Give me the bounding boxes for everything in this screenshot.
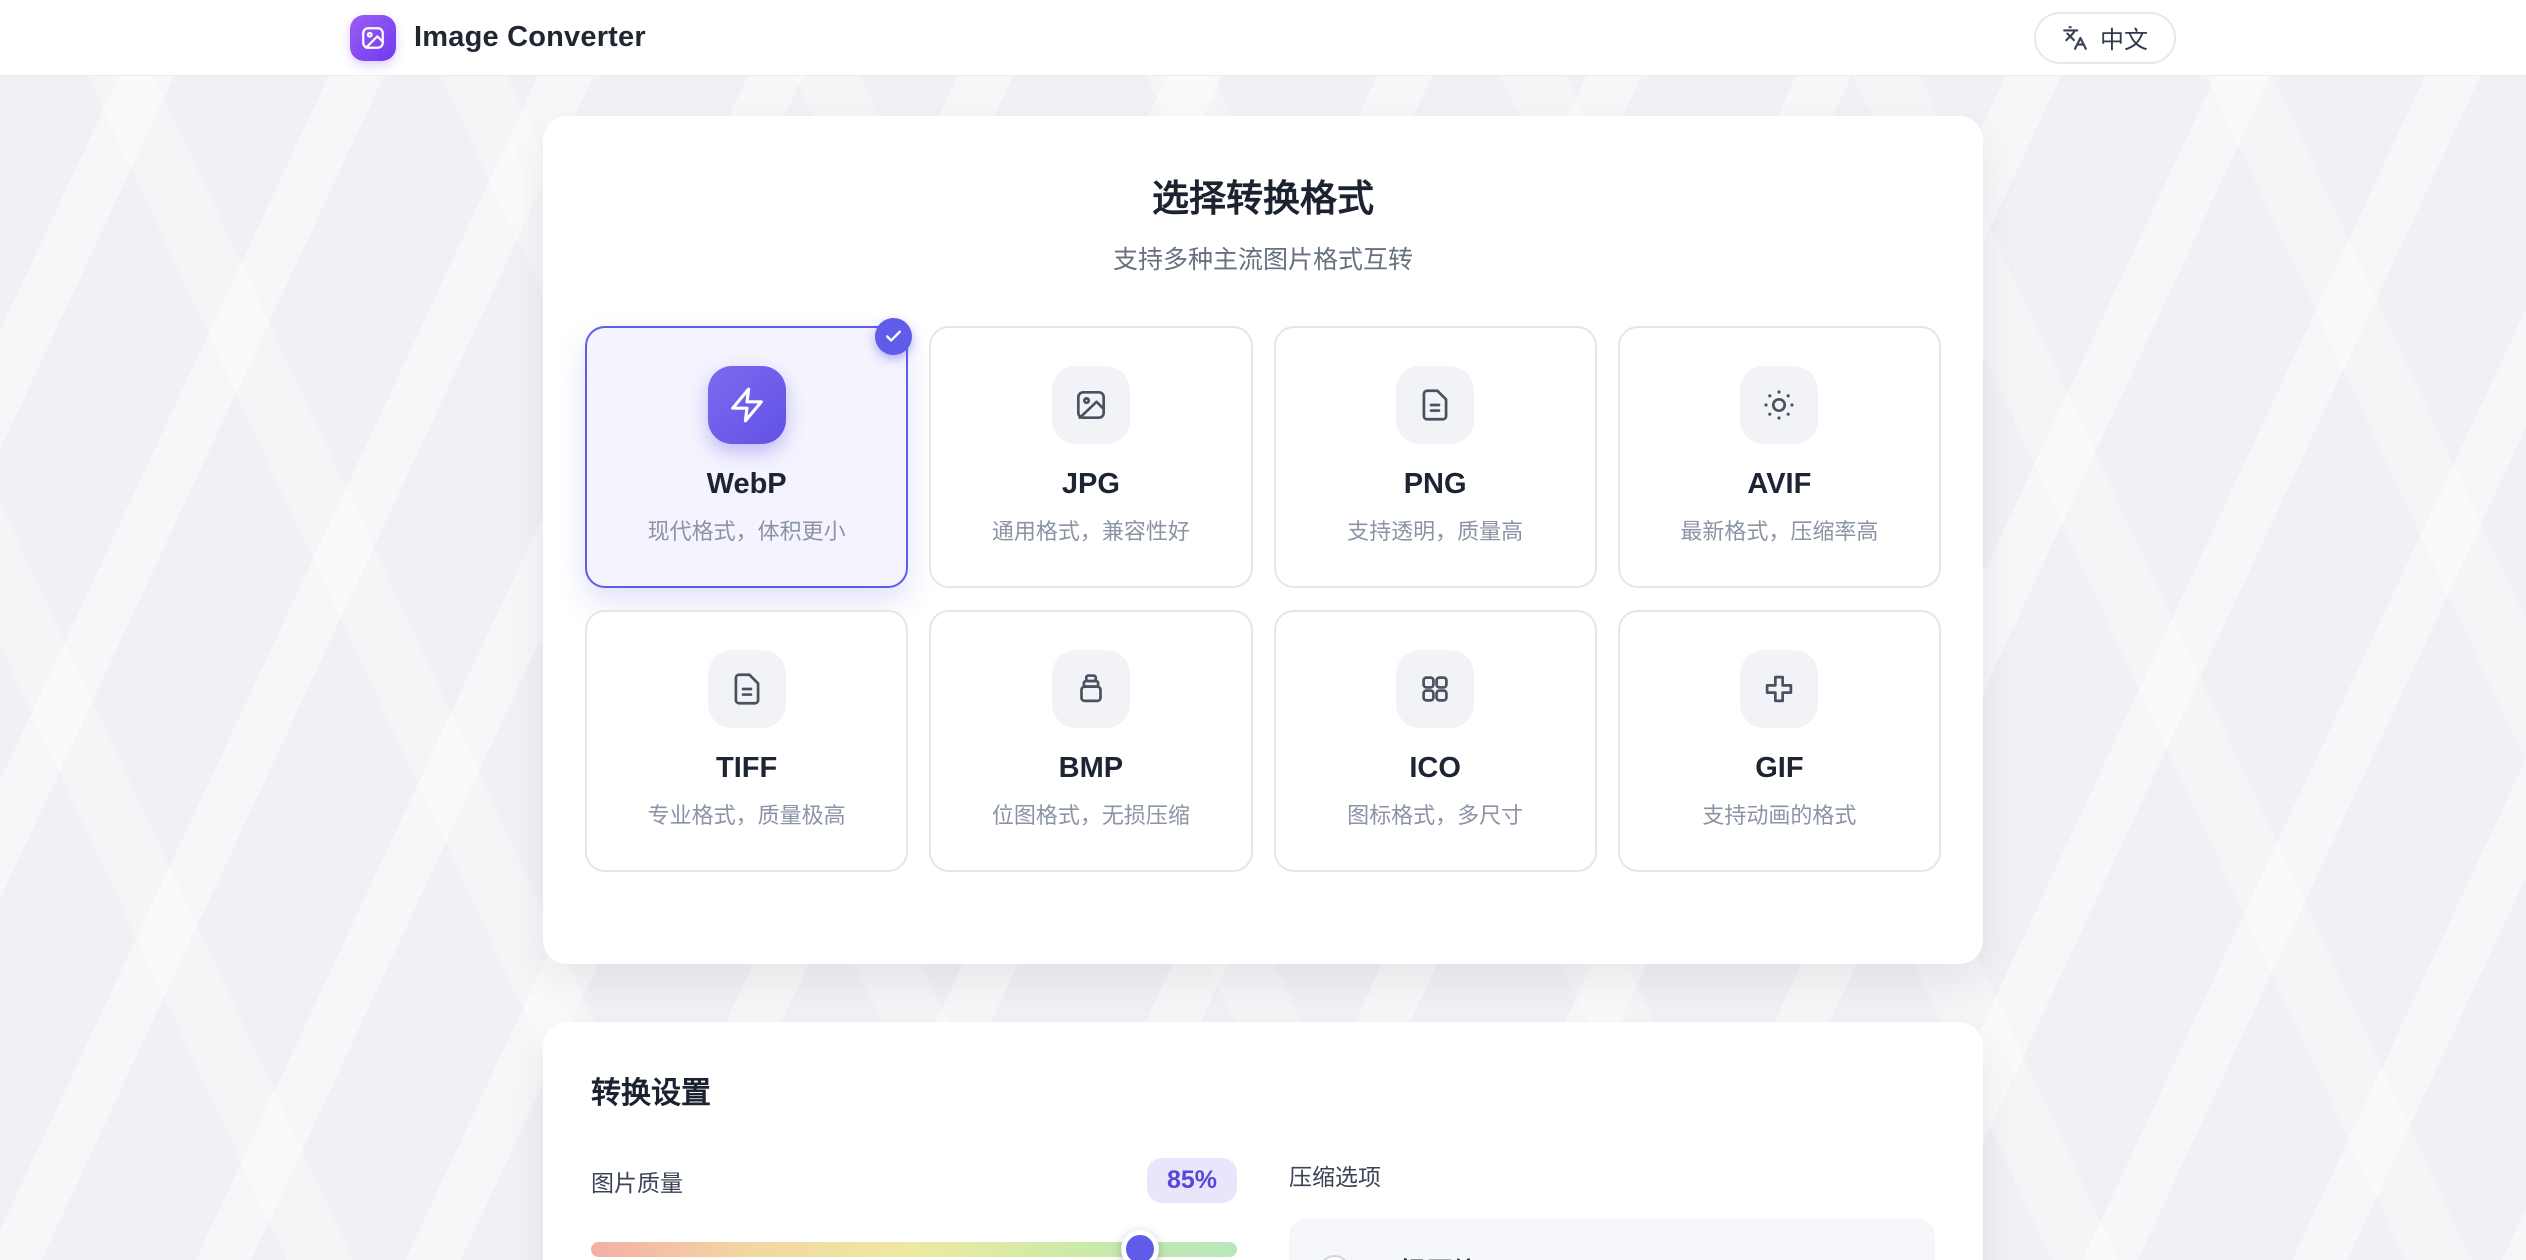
zap-icon: [707, 366, 786, 444]
format-description: 通用格式，兼容性好: [991, 519, 1190, 544]
language-label: 中文: [2100, 27, 2148, 54]
slider-thumb[interactable]: [1121, 1230, 1160, 1260]
grid-icon: [1396, 650, 1475, 728]
format-card-ico[interactable]: ICO 图标格式，多尺寸: [1273, 610, 1597, 872]
format-name: JPG: [1061, 468, 1120, 500]
format-description: 支持动画的格式: [1702, 803, 1857, 828]
format-name: ICO: [1409, 752, 1461, 784]
format-card-bmp[interactable]: BMP 位图格式，无损压缩: [929, 610, 1253, 872]
sparkle-icon: [1740, 366, 1819, 444]
app-header: Image Converter 中文: [0, 0, 2526, 76]
format-card-webp[interactable]: WebP 现代格式，体积更小: [585, 318, 913, 588]
format-name: PNG: [1403, 468, 1467, 500]
plus-icon: [1740, 650, 1819, 728]
format-description: 图标格式，多尺寸: [1347, 803, 1524, 828]
slider-track[interactable]: [591, 1242, 1237, 1257]
app-logo-icon: [350, 14, 396, 61]
conversion-settings-card: 转换设置 图片质量 85% 较小文件 平衡质量 最高质量 压缩选项: [543, 1022, 1983, 1260]
format-name: AVIF: [1747, 468, 1812, 500]
radio-button[interactable]: [1319, 1255, 1350, 1260]
translate-icon: [2063, 25, 2087, 50]
quality-value-badge: 85%: [1146, 1158, 1237, 1203]
settings-title: 转换设置: [591, 1077, 711, 1110]
format-name: BMP: [1058, 752, 1124, 784]
compression-label: 压缩选项: [1289, 1164, 1381, 1190]
compression-column: 压缩选项 无损压缩 保持完全的图片质量，文件稍大: [1289, 1158, 1935, 1260]
format-card-png[interactable]: PNG 支持透明，质量高: [1273, 326, 1597, 588]
page-title: 选择转换格式: [1152, 178, 1374, 219]
quality-label: 图片质量: [591, 1169, 683, 1196]
check-icon: [875, 318, 913, 355]
quality-slider[interactable]: [591, 1229, 1237, 1260]
app-title: Image Converter: [414, 21, 646, 53]
format-name: TIFF: [716, 752, 778, 784]
format-selection-card: 选择转换格式 支持多种主流图片格式互转 WebP 现代格式，体积更小 JPG 通…: [543, 116, 1983, 964]
page-subtitle: 支持多种主流图片格式互转: [1112, 246, 1413, 274]
format-description: 现代格式，体积更小: [647, 519, 846, 544]
language-button[interactable]: 中文: [2034, 11, 2176, 64]
format-description: 位图格式，无损压缩: [991, 803, 1190, 828]
format-card-tiff[interactable]: TIFF 专业格式，质量极高: [585, 610, 909, 872]
brand: Image Converter: [350, 14, 646, 61]
option-lossless-compression[interactable]: 无损压缩 保持完全的图片质量，文件稍大: [1289, 1218, 1935, 1260]
format-description: 支持透明，质量高: [1347, 519, 1524, 544]
quality-column: 图片质量 85% 较小文件 平衡质量 最高质量: [591, 1158, 1237, 1260]
format-card-gif[interactable]: GIF 支持动画的格式: [1617, 610, 1941, 872]
format-name: WebP: [706, 468, 787, 500]
file-icon: [707, 650, 786, 728]
format-card-jpg[interactable]: JPG 通用格式，兼容性好: [929, 326, 1253, 588]
format-name: GIF: [1755, 752, 1804, 784]
file-icon: [1396, 366, 1475, 444]
option-title: 无损压缩: [1374, 1252, 1682, 1260]
image-icon: [1051, 366, 1130, 444]
format-grid: WebP 现代格式，体积更小 JPG 通用格式，兼容性好 PNG 支持透明，质量…: [585, 318, 1941, 872]
format-card-avif[interactable]: AVIF 最新格式，压缩率高: [1617, 326, 1941, 588]
format-description: 最新格式，压缩率高: [1680, 519, 1879, 544]
archive-icon: [1051, 650, 1130, 728]
format-description: 专业格式，质量极高: [647, 803, 846, 828]
